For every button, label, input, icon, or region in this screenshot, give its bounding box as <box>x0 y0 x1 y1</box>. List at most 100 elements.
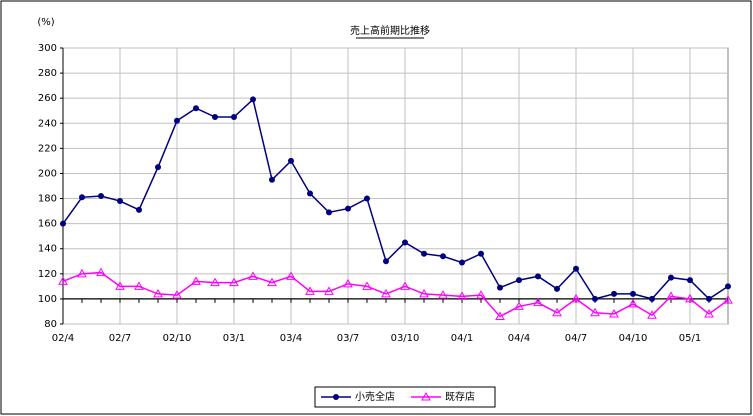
y-tick-label: 140 <box>38 244 57 255</box>
point <box>58 276 68 285</box>
point <box>326 209 332 216</box>
x-tick-label: 03/7 <box>337 333 359 344</box>
x-tick-label: 05/1 <box>679 333 701 344</box>
point <box>421 250 427 257</box>
point <box>248 271 258 280</box>
point <box>685 293 695 303</box>
legend-label: 既存店 <box>445 390 475 403</box>
point <box>649 295 655 302</box>
x-tick-label: 03/1 <box>223 333 245 344</box>
point <box>60 220 66 227</box>
point <box>440 253 446 260</box>
point <box>191 276 201 285</box>
x-tick-label: 04/1 <box>451 333 473 344</box>
point <box>212 114 218 120</box>
y-tick-label: 100 <box>38 294 57 305</box>
point <box>687 277 693 284</box>
point <box>231 114 237 120</box>
point <box>704 308 714 318</box>
point <box>381 288 391 298</box>
y-tick-label: 160 <box>38 219 57 230</box>
point <box>706 295 712 302</box>
point <box>79 194 85 201</box>
point <box>324 286 334 295</box>
y-tick-label: 120 <box>38 269 57 280</box>
point <box>630 290 636 297</box>
point <box>96 267 106 277</box>
y-tick-label: 240 <box>38 118 57 129</box>
point <box>77 268 87 278</box>
point <box>345 205 351 212</box>
point <box>307 190 313 197</box>
y-tick-label: 220 <box>38 143 57 154</box>
point <box>516 277 522 284</box>
x-tick-label: 02/10 <box>163 333 192 344</box>
point <box>117 198 123 205</box>
point <box>535 273 541 280</box>
point <box>459 259 465 266</box>
point <box>305 286 315 295</box>
point <box>571 293 581 303</box>
point <box>609 308 619 318</box>
point <box>343 278 353 288</box>
x-tick-label: 04/10 <box>619 333 648 344</box>
point <box>155 164 161 171</box>
point <box>514 301 524 310</box>
point <box>666 291 676 300</box>
point <box>269 176 275 183</box>
point <box>115 281 125 290</box>
point <box>573 265 579 272</box>
point <box>98 193 104 200</box>
point <box>383 258 389 265</box>
x-tick-label: 02/4 <box>52 333 74 344</box>
y-axis-label: (%) <box>37 17 54 28</box>
y-tick-label: 260 <box>38 93 57 104</box>
x-tick-label: 04/7 <box>565 333 587 344</box>
point <box>333 394 339 400</box>
point <box>229 277 239 287</box>
point <box>134 281 144 290</box>
series-line <box>62 271 729 318</box>
y-tick-label: 180 <box>38 194 57 205</box>
point <box>647 310 657 319</box>
point <box>552 307 562 317</box>
point <box>590 307 600 317</box>
y-tick-label: 80 <box>44 319 57 330</box>
y-tick-label: 200 <box>38 168 57 179</box>
y-tick-label: 300 <box>38 43 57 54</box>
point <box>533 297 543 307</box>
point <box>497 284 503 291</box>
point <box>478 250 484 257</box>
y-tick-label: 280 <box>38 68 57 79</box>
legend-label: 小売全店 <box>355 390 395 403</box>
point <box>153 288 163 298</box>
point <box>136 206 142 213</box>
point <box>172 290 182 299</box>
point <box>174 117 180 124</box>
point <box>210 277 220 287</box>
point <box>286 271 296 280</box>
point <box>495 311 505 320</box>
point <box>419 288 429 298</box>
x-tick-label: 04/4 <box>508 333 530 344</box>
point <box>362 281 372 290</box>
point <box>668 274 674 281</box>
point <box>438 290 448 299</box>
point <box>628 298 638 308</box>
plot-area <box>62 47 729 325</box>
point <box>592 295 598 302</box>
point <box>402 239 408 246</box>
point <box>611 290 617 297</box>
point <box>193 105 199 112</box>
point <box>267 277 277 287</box>
point <box>723 295 733 304</box>
point <box>476 290 486 299</box>
point <box>725 283 731 290</box>
x-tick-label: 03/4 <box>280 333 302 344</box>
point <box>288 157 294 164</box>
series-line <box>62 98 729 300</box>
legend-box <box>314 386 496 408</box>
point <box>250 96 256 103</box>
chart-title: 売上高前期比推移 <box>350 24 430 37</box>
